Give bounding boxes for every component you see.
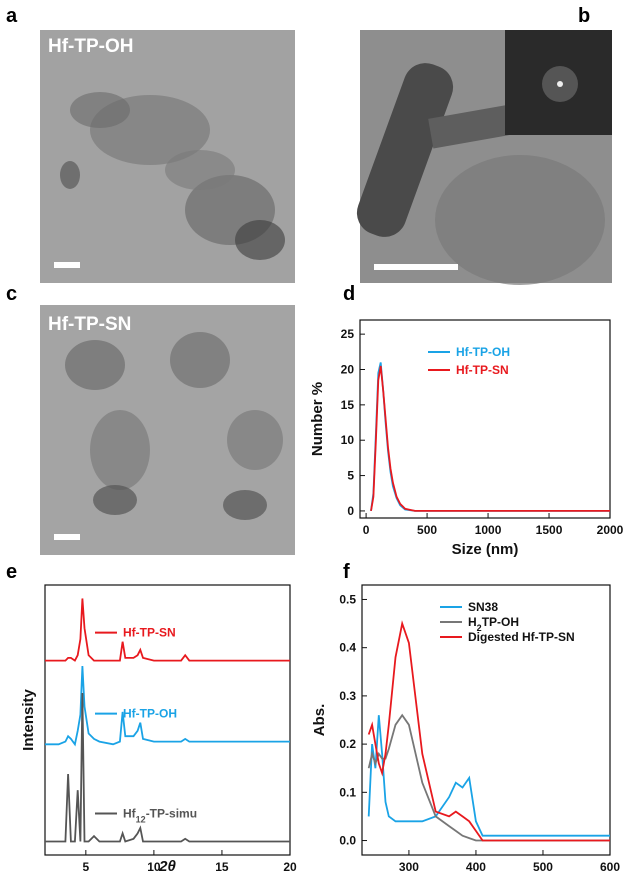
y-tick-label: 0.3 — [339, 689, 356, 703]
x-axis-label: Size (nm) — [452, 541, 519, 558]
legend-label: Hf-TP-OH — [123, 707, 177, 721]
x-tick-label: 600 — [600, 860, 620, 873]
x-tick-label: 0 — [363, 523, 370, 537]
y-tick-label: 0.1 — [339, 785, 356, 799]
panel-label: a — [6, 5, 18, 27]
x-tick-label: 500 — [533, 860, 553, 873]
x-tick-label: 15 — [215, 860, 229, 873]
tem-image: Hf-TP-OH — [40, 30, 295, 283]
legend-label: SN38 — [468, 600, 498, 614]
x-tick-label: 2000 — [597, 523, 624, 537]
panel-label: b — [578, 5, 590, 27]
panel-label: f — [343, 561, 350, 583]
x-tick-label: 300 — [399, 860, 419, 873]
plot-frame — [44, 584, 291, 856]
panel-label: e — [6, 561, 17, 583]
legend-label: Digested Hf-TP-SN — [468, 630, 575, 644]
y-tick-label: 10 — [341, 433, 355, 447]
y-tick-label: 0 — [347, 504, 354, 518]
x-tick-label: 500 — [417, 523, 437, 537]
data-line — [370, 365, 610, 512]
y-tick-label: 0.4 — [339, 641, 356, 655]
y-tick-label: 25 — [341, 327, 355, 341]
x-tick-label: 5 — [82, 860, 89, 873]
image-caption: Hf-TP-SN — [48, 314, 131, 335]
legend-label: Hf-TP-OH — [456, 345, 510, 359]
x-tick-label: 20 — [283, 860, 297, 873]
tem-image — [356, 30, 612, 285]
data-line — [367, 620, 610, 842]
legend-label: H2TP-OH — [468, 615, 519, 633]
x-tick-label: 1000 — [475, 523, 502, 537]
data-line — [45, 665, 290, 747]
y-axis-label: Intensity — [20, 689, 37, 751]
y-tick-label: 0.2 — [339, 737, 356, 751]
legend-label: Hf-TP-SN — [456, 363, 509, 377]
panel-label: d — [343, 283, 355, 305]
tem-image: Hf-TP-SN — [40, 305, 295, 555]
data-line — [370, 362, 610, 512]
x-tick-label: 400 — [466, 860, 486, 873]
y-tick-label: 20 — [341, 363, 355, 377]
data-line — [367, 713, 610, 842]
y-tick-label: 0.5 — [339, 592, 356, 606]
data-line — [45, 598, 290, 662]
legend-label: Hf12-TP-simu — [123, 807, 197, 825]
data-line — [45, 692, 290, 843]
data-line — [367, 715, 610, 837]
image-caption: Hf-TP-OH — [48, 36, 133, 57]
legend-label: Hf-TP-SN — [123, 626, 176, 640]
plot-frame — [359, 319, 611, 519]
x-axis-label: 2θ — [158, 858, 176, 873]
y-axis-label: Number % — [309, 382, 326, 456]
y-tick-label: 0.0 — [339, 834, 356, 848]
y-tick-label: 5 — [347, 469, 354, 483]
plot-frame — [361, 584, 611, 856]
x-tick-label: 1500 — [536, 523, 563, 537]
panel-label: c — [6, 283, 17, 305]
y-axis-label: Abs. — [311, 704, 328, 737]
y-tick-label: 15 — [341, 398, 355, 412]
x-tick-label: 10 — [147, 860, 161, 873]
